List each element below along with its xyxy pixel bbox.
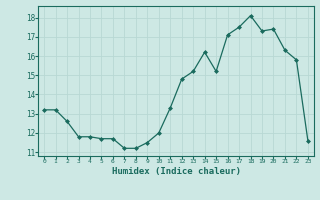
X-axis label: Humidex (Indice chaleur): Humidex (Indice chaleur)	[111, 167, 241, 176]
